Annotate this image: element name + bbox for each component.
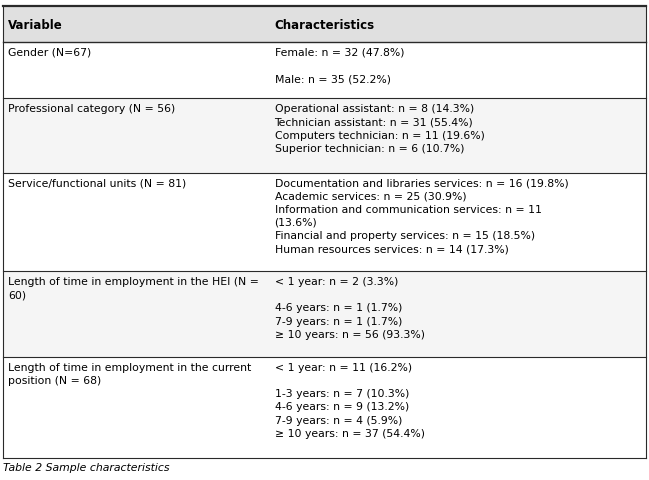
Text: Table 2 Sample characteristics: Table 2 Sample characteristics — [3, 462, 170, 472]
Bar — [3, 173, 646, 272]
Text: Operational assistant: n = 8 (14.3%)
Technician assistant: n = 31 (55.4%)
Comput: Operational assistant: n = 8 (14.3%) Tec… — [275, 104, 484, 154]
Text: Documentation and libraries services: n = 16 (19.8%)
Academic services: n = 25 (: Documentation and libraries services: n … — [275, 178, 569, 254]
Text: < 1 year: n = 11 (16.2%)

1-3 years: n = 7 (10.3%)
4-6 years: n = 9 (13.2%)
7-9 : < 1 year: n = 11 (16.2%) 1-3 years: n = … — [275, 362, 424, 438]
Bar — [3, 357, 646, 458]
Bar — [3, 7, 646, 43]
Text: Variable: Variable — [8, 19, 63, 32]
Text: Characteristics: Characteristics — [275, 19, 374, 32]
Text: < 1 year: n = 2 (3.3%)

4-6 years: n = 1 (1.7%)
7-9 years: n = 1 (1.7%)
≥ 10 yea: < 1 year: n = 2 (3.3%) 4-6 years: n = 1 … — [275, 276, 424, 339]
Bar — [3, 272, 646, 357]
Bar — [3, 99, 646, 173]
Text: Length of time in employment in the HEI (N =
60): Length of time in employment in the HEI … — [8, 276, 260, 300]
Text: Length of time in employment in the current
position (N = 68): Length of time in employment in the curr… — [8, 362, 252, 385]
Text: Female: n = 32 (47.8%)

Male: n = 35 (52.2%): Female: n = 32 (47.8%) Male: n = 35 (52.… — [275, 48, 404, 84]
Text: Gender (N=67): Gender (N=67) — [8, 48, 92, 58]
Bar — [3, 43, 646, 99]
Text: Professional category (N = 56): Professional category (N = 56) — [8, 104, 176, 114]
Text: Service/functional units (N = 81): Service/functional units (N = 81) — [8, 178, 187, 188]
